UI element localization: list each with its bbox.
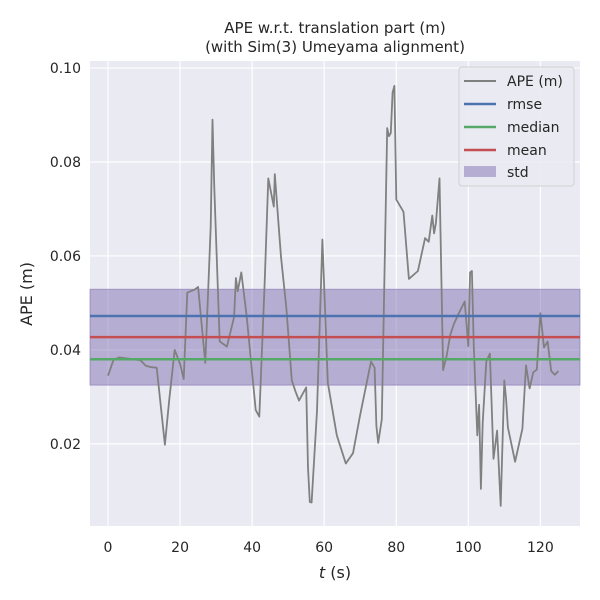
- y-axis-label: APE (m): [17, 262, 36, 326]
- y-tick-label: 0.06: [50, 249, 81, 265]
- x-tick-label: 0: [104, 540, 113, 556]
- x-axis-label-rest: (s): [325, 563, 351, 582]
- x-axis-label: t (s): [319, 563, 351, 582]
- chart-subtitle: (with Sim(3) Umeyama alignment): [205, 38, 465, 56]
- legend-label-std: std: [507, 165, 529, 181]
- y-tick-label: 0.02: [50, 437, 81, 453]
- y-tick-label: 0.04: [50, 343, 81, 359]
- legend-swatch-std: [464, 166, 496, 177]
- legend-label-rmse: rmse: [507, 97, 542, 113]
- y-tick-label: 0.10: [50, 61, 81, 77]
- x-tick-label: 100: [455, 540, 482, 556]
- legend-label-mean: mean: [507, 143, 547, 159]
- x-tick-label: 40: [243, 540, 261, 556]
- x-tick-labels: 0 20 40 60 80 100 120: [104, 540, 554, 556]
- ape-series-line: [107, 85, 560, 507]
- series-layer: [107, 85, 560, 507]
- x-tick-label: 80: [387, 540, 405, 556]
- legend-box: [458, 66, 575, 187]
- y-tick-labels: 0.02 0.04 0.06 0.08 0.10: [50, 61, 81, 453]
- legend: APE (m) rmse median mean std: [458, 66, 575, 187]
- legend-label-median: median: [507, 120, 559, 136]
- chart-title: APE w.r.t. translation part (m): [224, 19, 445, 37]
- x-tick-label: 20: [171, 540, 189, 556]
- legend-label-ape: APE (m): [507, 74, 563, 90]
- stat-lines-layer: [90, 314, 580, 361]
- x-axis-label-italic: t: [319, 563, 326, 582]
- x-tick-label: 60: [315, 540, 333, 556]
- y-tick-label: 0.08: [50, 155, 81, 171]
- x-tick-label: 120: [527, 540, 554, 556]
